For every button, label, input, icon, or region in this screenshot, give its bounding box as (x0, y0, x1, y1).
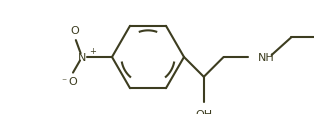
Text: ⁻: ⁻ (61, 76, 66, 86)
Text: O: O (69, 76, 77, 86)
Text: +: + (89, 47, 96, 56)
Text: NH: NH (257, 53, 274, 62)
Text: N: N (78, 53, 86, 62)
Text: O: O (70, 26, 79, 36)
Text: OH: OH (195, 109, 212, 114)
